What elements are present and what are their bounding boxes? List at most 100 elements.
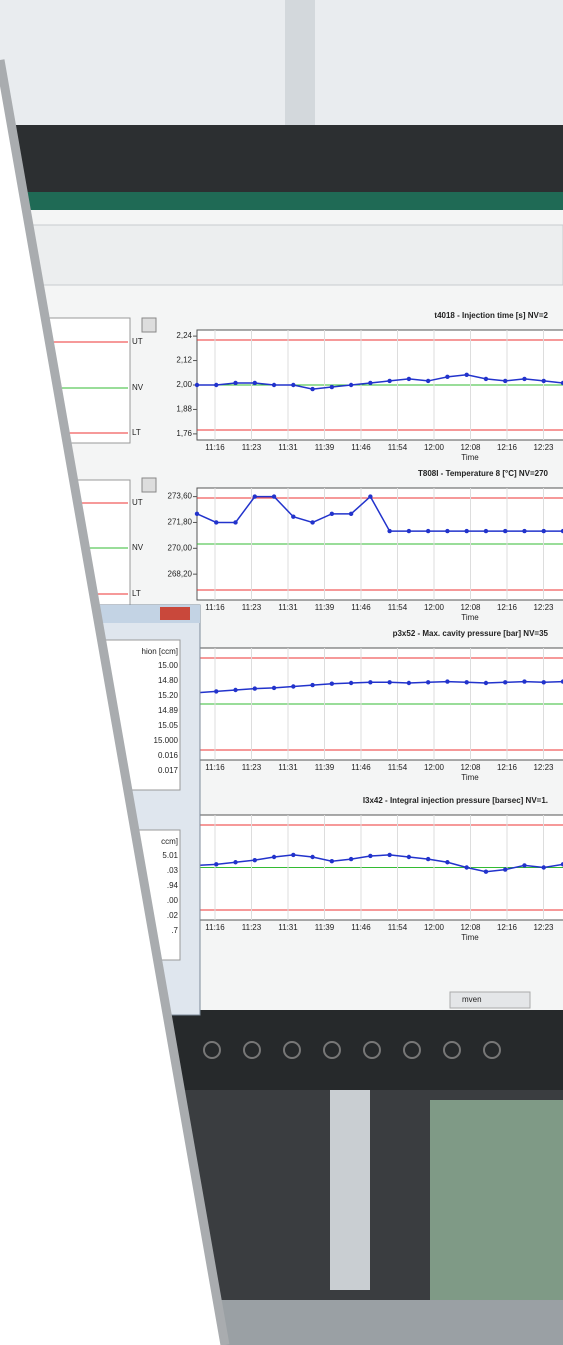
point <box>271 382 277 388</box>
side-label: UT <box>132 337 143 346</box>
point <box>368 494 373 499</box>
x-tick-label: 11:23 <box>242 763 262 772</box>
close-button[interactable] <box>160 607 190 620</box>
point <box>560 380 563 386</box>
series-line <box>196 495 563 532</box>
point <box>503 680 508 685</box>
point <box>214 862 219 867</box>
zoom-button[interactable] <box>141 317 157 333</box>
x-tick-label: 12:23 <box>533 603 554 612</box>
x-tick-label: 11:39 <box>315 443 335 452</box>
chart-title: p3x52 - Max. cavity pressure [bar] NV=35 <box>393 629 549 638</box>
buttons <box>203 1041 501 1059</box>
point <box>464 680 469 685</box>
point <box>329 384 335 390</box>
x-axis-label: Time <box>461 933 479 942</box>
x-tick-label: 12:23 <box>533 923 554 932</box>
point <box>214 382 219 388</box>
side-label: NV <box>132 543 144 552</box>
point <box>271 494 277 499</box>
x-tick-label: 11:31 <box>278 923 298 932</box>
point <box>541 528 546 534</box>
point <box>522 376 527 382</box>
y-tick-label: 268,20 <box>168 569 193 578</box>
x-tick-label: 11:39 <box>315 923 335 932</box>
point <box>310 520 315 525</box>
x-axis-label: Time <box>461 613 479 622</box>
point <box>348 511 354 517</box>
point <box>348 680 354 686</box>
table-cell: 15.000 <box>154 736 179 745</box>
table-cell: 15.05 <box>158 721 179 730</box>
point <box>483 376 489 382</box>
x-tick-label: 11:31 <box>278 603 298 612</box>
point <box>291 382 296 388</box>
point <box>329 511 335 517</box>
x-tick-label: 11:46 <box>351 603 371 612</box>
x-axis-label: Time <box>461 773 479 782</box>
point <box>387 680 392 685</box>
table-cell: 15.00 <box>158 661 179 670</box>
table-cell: 14.80 <box>158 676 179 685</box>
point <box>406 376 412 382</box>
point <box>310 682 315 688</box>
point <box>541 865 546 870</box>
x-tick-label: 12:23 <box>533 443 554 452</box>
point <box>503 867 508 872</box>
point <box>214 520 219 525</box>
point <box>252 686 257 691</box>
side-label: LT <box>132 589 141 598</box>
y-tick-label: 270,00 <box>168 543 193 552</box>
point <box>368 680 373 685</box>
side-label: NV <box>132 383 144 392</box>
point <box>445 860 450 865</box>
x-tick-label: 11:23 <box>242 923 262 932</box>
chart-title: T808I - Temperature 8 [°C] NV=270 <box>418 469 549 478</box>
x-tick-label: 11:54 <box>388 603 408 612</box>
point <box>541 680 546 685</box>
y-tick-label: 271,80 <box>168 518 193 527</box>
cut-edge <box>0 59 230 1345</box>
x-tick-label: 12:16 <box>497 923 518 932</box>
x-tick-label: 11:54 <box>388 923 408 932</box>
x-tick-label: 12:00 <box>424 763 445 772</box>
table-cell: 14.89 <box>158 706 179 715</box>
point <box>522 528 527 534</box>
point <box>445 528 450 534</box>
table-header: hion [ccm] <box>142 647 178 656</box>
table-cell: 5.01 <box>162 851 178 860</box>
point <box>233 380 238 386</box>
x-tick-label: 11:39 <box>315 763 335 772</box>
table-cell: .00 <box>167 896 179 905</box>
x-tick-label: 11:46 <box>351 763 371 772</box>
x-tick-label: 12:00 <box>424 443 445 452</box>
x-tick-label: 11:16 <box>205 923 225 932</box>
x-tick-label: 12:23 <box>533 763 554 772</box>
x-tick-label: 11:46 <box>351 923 371 932</box>
table-cell: 15.20 <box>158 691 179 700</box>
point <box>291 684 296 689</box>
x-tick-label: 12:16 <box>497 443 518 452</box>
point <box>291 514 296 519</box>
point <box>503 378 508 384</box>
y-tick-label: 2,00 <box>176 380 192 389</box>
taskbar-item <box>449 991 531 1009</box>
y-tick-label: 2,12 <box>176 356 192 365</box>
x-tick-label: 12:08 <box>460 923 481 932</box>
x-tick-label: 11:54 <box>388 763 408 772</box>
point <box>194 382 200 388</box>
chart-title: I3x42 - Integral injection pressure [bar… <box>363 796 548 805</box>
point <box>560 528 563 534</box>
point <box>387 378 392 384</box>
side-label: LT <box>132 428 141 437</box>
point <box>522 863 527 868</box>
zoom-button[interactable] <box>141 477 157 493</box>
x-tick-label: 11:31 <box>278 443 298 452</box>
point <box>560 862 563 867</box>
point <box>406 528 412 534</box>
point <box>329 859 335 864</box>
charts: t4018 - Injection time [s] NV=2 2,24 2,12 2… <box>168 311 563 942</box>
point <box>329 681 335 686</box>
table-cell: .7 <box>171 926 178 935</box>
